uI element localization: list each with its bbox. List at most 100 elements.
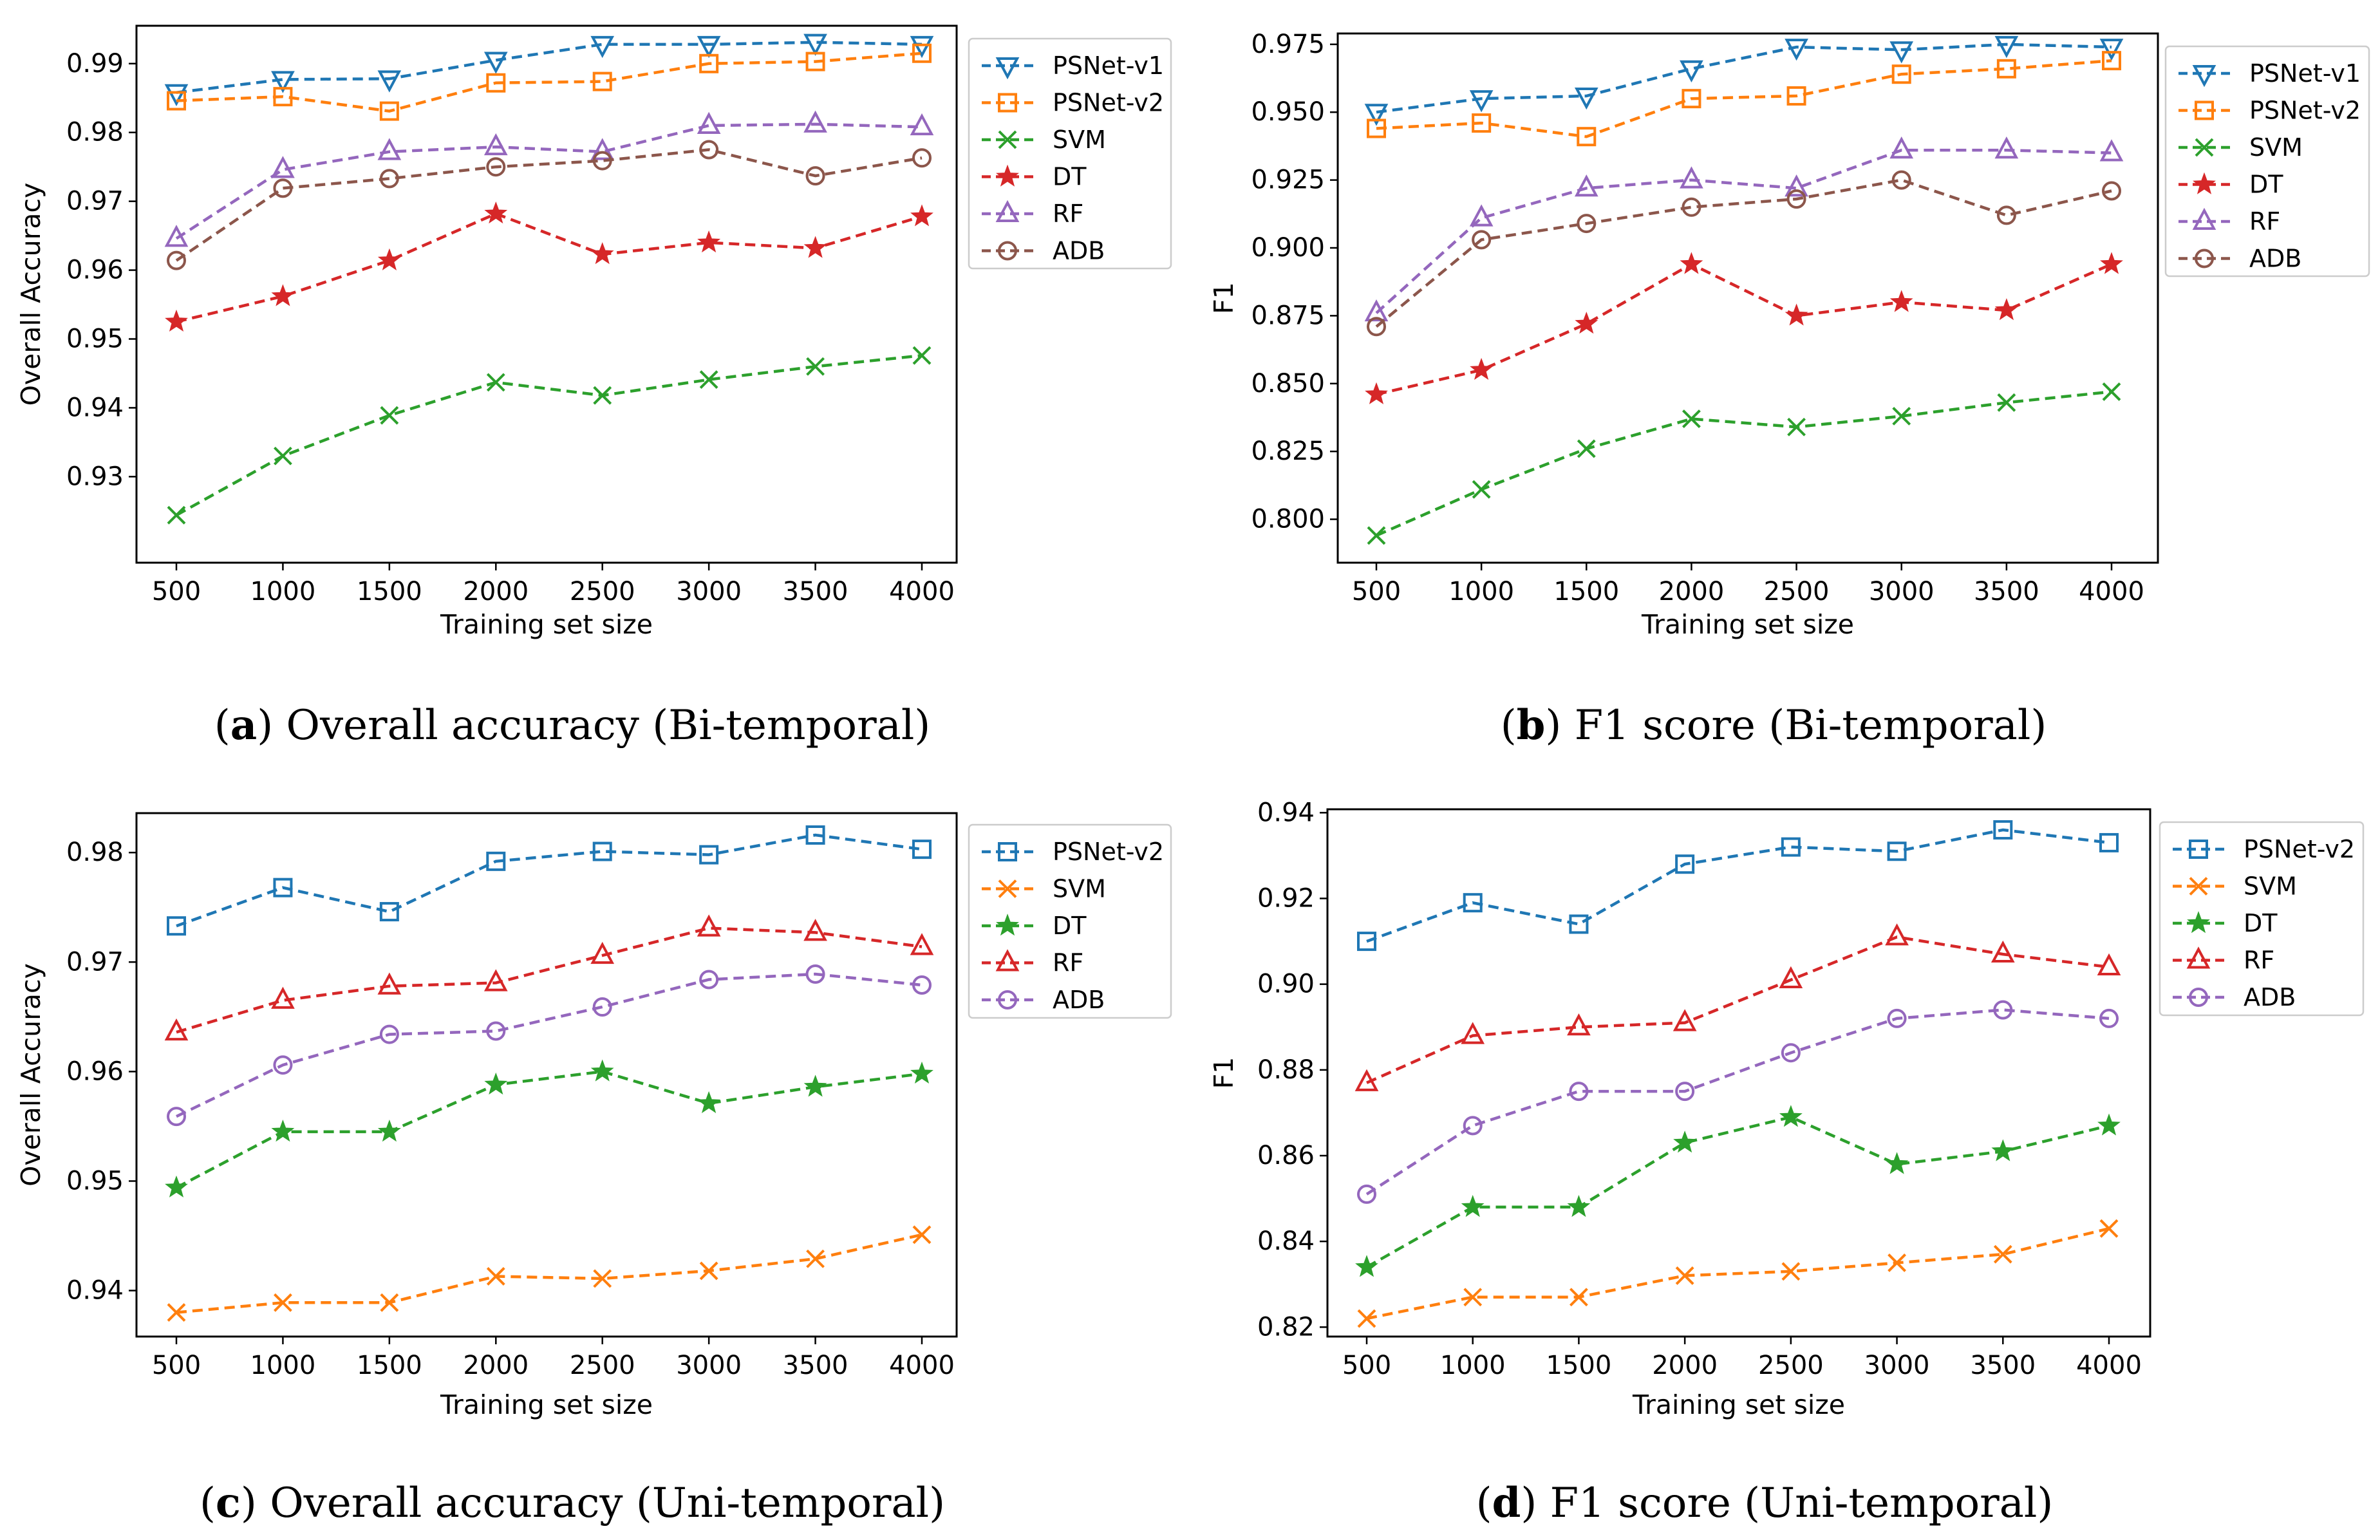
data-point	[484, 1072, 508, 1095]
panel-caption: (c) Overall accuracy (Uni-temporal)	[200, 1479, 945, 1527]
data-point	[1675, 1082, 1695, 1102]
legend-marker	[995, 949, 1020, 972]
data-point	[910, 933, 934, 955]
data-point	[910, 35, 934, 59]
data-point	[1787, 417, 1806, 437]
data-point	[1994, 136, 2019, 159]
x-tick-label: 3500	[1974, 577, 2039, 606]
x-tick-label: 3000	[1869, 577, 1935, 606]
x-tick-label: 2500	[1758, 1351, 1824, 1380]
data-point	[271, 156, 295, 178]
data-point	[483, 52, 508, 74]
data-point	[699, 370, 718, 389]
legend-marker	[2195, 100, 2214, 120]
data-point	[590, 941, 615, 964]
legend-marker	[2192, 65, 2216, 88]
data-point	[1682, 89, 1701, 109]
series-line	[176, 1233, 923, 1314]
data-point	[697, 1091, 721, 1114]
y-tick-label: 0.99	[66, 49, 124, 79]
legend-label: SVM	[1053, 875, 1106, 903]
legend-label: SVM	[2249, 133, 2303, 162]
data-point	[1888, 1254, 1906, 1272]
data-point	[1574, 174, 1598, 197]
data-point	[1470, 357, 1494, 380]
data-point	[486, 1021, 506, 1041]
data-point	[486, 373, 505, 392]
data-point	[590, 35, 615, 59]
chart-panel-a: 0.93 0.94 0.95 0.96 0.97 0.98 0.99 500 1000 1500 2…	[15, 24, 1172, 749]
data-point	[1675, 1266, 1694, 1285]
data-point	[912, 43, 932, 63]
x-tick-label: 1000	[1440, 1351, 1506, 1380]
data-point	[1367, 526, 1386, 545]
legend-label: ADB	[2249, 245, 2301, 273]
x-tick-label: 4000	[2076, 1351, 2142, 1380]
legend-label: DT	[2244, 909, 2278, 937]
x-tick-label: 3000	[1864, 1351, 1930, 1380]
data-point	[697, 35, 721, 59]
data-point	[1461, 1195, 1485, 1217]
data-point	[805, 166, 825, 186]
series-line	[1376, 59, 2112, 138]
x-tick-label: 1000	[250, 577, 316, 606]
data-point	[1463, 1288, 1483, 1307]
data-point	[271, 986, 295, 1009]
series-line	[176, 212, 923, 323]
series-psnet-v2	[1367, 51, 2121, 147]
x-tick-label: 1000	[1448, 577, 1514, 606]
x-tick-label: 3500	[1970, 1351, 2036, 1380]
data-point	[379, 101, 399, 121]
data-point	[697, 111, 721, 135]
series-line	[1365, 1008, 2110, 1196]
y-tick-label: 0.825	[1251, 437, 1325, 466]
data-point	[912, 1225, 932, 1244]
legend-marker	[2186, 946, 2211, 969]
data-point	[699, 140, 719, 160]
series-line	[176, 833, 923, 928]
data-point	[1567, 1013, 1591, 1036]
data-point	[592, 841, 612, 861]
data-point	[2099, 832, 2119, 852]
series-svm	[1367, 382, 2121, 545]
data-point	[1887, 841, 1907, 861]
data-point	[1675, 854, 1695, 874]
legend-marker	[995, 57, 1020, 80]
data-point	[1567, 1195, 1591, 1217]
data-point	[2099, 139, 2124, 162]
data-point	[1885, 1152, 1909, 1174]
y-tick-label: 0.82	[1257, 1312, 1315, 1342]
data-point	[165, 309, 188, 332]
legend-marker	[998, 241, 1017, 261]
data-point	[699, 845, 719, 865]
series-line	[175, 122, 923, 240]
legend-marker	[996, 164, 1019, 187]
x-tick-label: 1500	[357, 577, 422, 606]
y-tick-label: 0.90	[1257, 970, 1315, 999]
data-point	[2099, 1219, 2119, 1238]
data-point	[2099, 39, 2124, 61]
data-point	[486, 157, 506, 177]
series-svm	[1357, 1219, 2119, 1328]
data-point	[1354, 1069, 1379, 1091]
data-point	[164, 1018, 189, 1041]
y-tick-label: 0.850	[1251, 369, 1325, 399]
data-point	[803, 236, 827, 258]
series-line	[1366, 828, 2110, 943]
x-tick-label: 500	[152, 577, 201, 606]
data-point	[1785, 303, 1808, 326]
data-point	[1891, 64, 1911, 84]
data-point	[1993, 1244, 2012, 1264]
x-tick-label: 2500	[570, 1351, 635, 1380]
legend-marker	[998, 842, 1017, 861]
x-axis-label: Training set size	[1641, 609, 1854, 640]
y-tick-label: 0.92	[1257, 883, 1315, 913]
legend-marker	[2192, 207, 2216, 230]
data-point	[167, 91, 186, 111]
data-point	[167, 1107, 186, 1127]
data-point	[803, 1075, 827, 1097]
data-point	[1355, 1255, 1378, 1277]
x-tick-label: 3500	[783, 1351, 848, 1380]
data-point	[2097, 953, 2121, 976]
